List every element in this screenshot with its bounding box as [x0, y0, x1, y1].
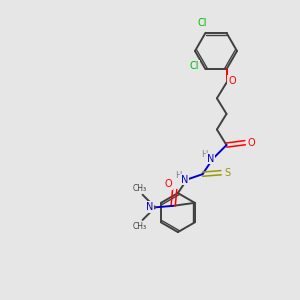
Text: S: S	[225, 168, 231, 178]
Text: O: O	[164, 179, 172, 189]
Text: O: O	[228, 76, 236, 86]
Text: H: H	[175, 172, 182, 181]
Text: H: H	[201, 151, 208, 160]
Text: CH₃: CH₃	[133, 222, 147, 231]
Text: Cl: Cl	[198, 18, 207, 28]
Text: Cl: Cl	[189, 61, 199, 71]
Text: N: N	[146, 202, 154, 212]
Text: N: N	[207, 154, 214, 164]
Text: O: O	[248, 138, 256, 148]
Text: CH₃: CH₃	[133, 184, 147, 193]
Text: N: N	[181, 175, 188, 184]
